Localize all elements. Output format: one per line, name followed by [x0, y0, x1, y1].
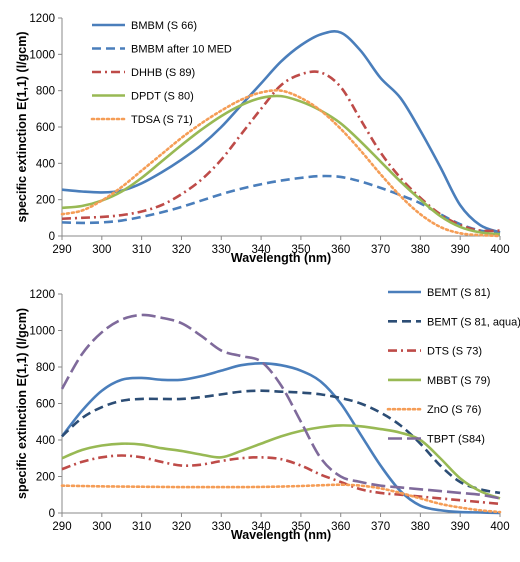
y-tick-label: 1200: [29, 13, 55, 25]
series-line-1-1: [61, 389, 501, 495]
x-tick-label: 310: [132, 244, 151, 256]
legend-label-1-3: MBBT (S 79): [427, 375, 490, 387]
chart-bottom: 0 200 400 600 800 1000 1200 290 300 310 320 330 340 3…: [15, 287, 520, 542]
y-tick-label: 600: [36, 122, 55, 134]
y-axis-title: specific extinction E(1,1) (l/gcm): [15, 31, 29, 222]
legend-label-1-4: ZnO (S 76): [427, 404, 481, 416]
legend-label-0-2: DHHB (S 89): [131, 67, 195, 79]
legend-label-0-4: TDSA (S 71): [131, 114, 193, 126]
y-tick-label: 200: [36, 195, 55, 207]
x-tick-label: 340: [251, 521, 270, 533]
y-tick-label: 400: [36, 435, 55, 447]
y-tick-label: 1000: [29, 326, 55, 338]
legend-label-0-0: BMBM (S 66): [131, 20, 197, 32]
legend-label-1-1: BEMT (S 81, aqua): [427, 316, 520, 328]
legend-label-1-5: TBPT (S84): [427, 434, 485, 446]
series-line-1-0: [60, 362, 501, 515]
x-tick-label: 360: [331, 521, 350, 533]
x-tick-label: 330: [212, 521, 231, 533]
x-tick-label: 370: [371, 521, 390, 533]
x-tick-label: 360: [331, 244, 350, 256]
x-axis-title: Wavelength (nm): [231, 528, 331, 542]
y-tick-label: 800: [36, 362, 55, 374]
y-tick-label: 400: [36, 158, 55, 170]
x-tick-label: 320: [172, 244, 191, 256]
y-axis-title: specific extinction E(1,1) (l/gcm): [15, 308, 29, 499]
y-tick-label: 1200: [29, 289, 55, 301]
x-tick-label: 390: [451, 244, 470, 256]
x-tick-label: 350: [291, 244, 310, 256]
y-tick-label: 800: [36, 86, 55, 98]
series-line-0-0: [61, 30, 501, 234]
x-tick-label: 300: [92, 244, 111, 256]
x-tick-label: 370: [371, 244, 390, 256]
legend-label-1-2: DTS (S 73): [427, 346, 482, 358]
x-tick-label: 300: [92, 521, 111, 533]
x-tick-label: 380: [411, 244, 430, 256]
series-line-0-1: [61, 174, 501, 235]
x-tick-label: 400: [490, 244, 509, 256]
x-tick-label: 310: [132, 521, 151, 533]
x-tick-label: 350: [291, 521, 310, 533]
x-axis-title: Wavelength (nm): [231, 251, 331, 265]
y-tick-label: 0: [49, 231, 55, 243]
series-line-0-4: [60, 89, 502, 238]
legend-label-0-3: DPDT (S 80): [131, 91, 194, 103]
series-line-0-2: [61, 70, 501, 233]
legend-label-0-1: BMBM after 10 MED: [131, 44, 232, 56]
y-tick-label: 600: [36, 399, 55, 411]
series-line-1-5: [60, 313, 501, 500]
x-tick-label: 380: [411, 521, 430, 533]
series-line-1-2: [61, 454, 501, 506]
x-tick-label: 290: [52, 521, 71, 533]
y-tick-label: 200: [36, 472, 55, 484]
series-line-1-3: [61, 424, 501, 500]
x-tick-label: 330: [212, 244, 231, 256]
chart-top: 0 200 400 600 800 1000 1200 290 300 310 320 330 340 3…: [15, 13, 510, 265]
x-tick-label: 340: [251, 244, 270, 256]
x-tick-label: 400: [490, 521, 509, 533]
y-tick-label: 1000: [29, 49, 55, 61]
x-tick-label: 390: [451, 521, 470, 533]
x-tick-label: 290: [52, 244, 71, 256]
series-line-0-3: [61, 94, 501, 236]
y-tick-label: 0: [49, 508, 55, 520]
legend-label-1-0: BEMT (S 81): [427, 287, 490, 299]
x-tick-label: 320: [172, 521, 191, 533]
series-line-1-4: [60, 483, 502, 514]
